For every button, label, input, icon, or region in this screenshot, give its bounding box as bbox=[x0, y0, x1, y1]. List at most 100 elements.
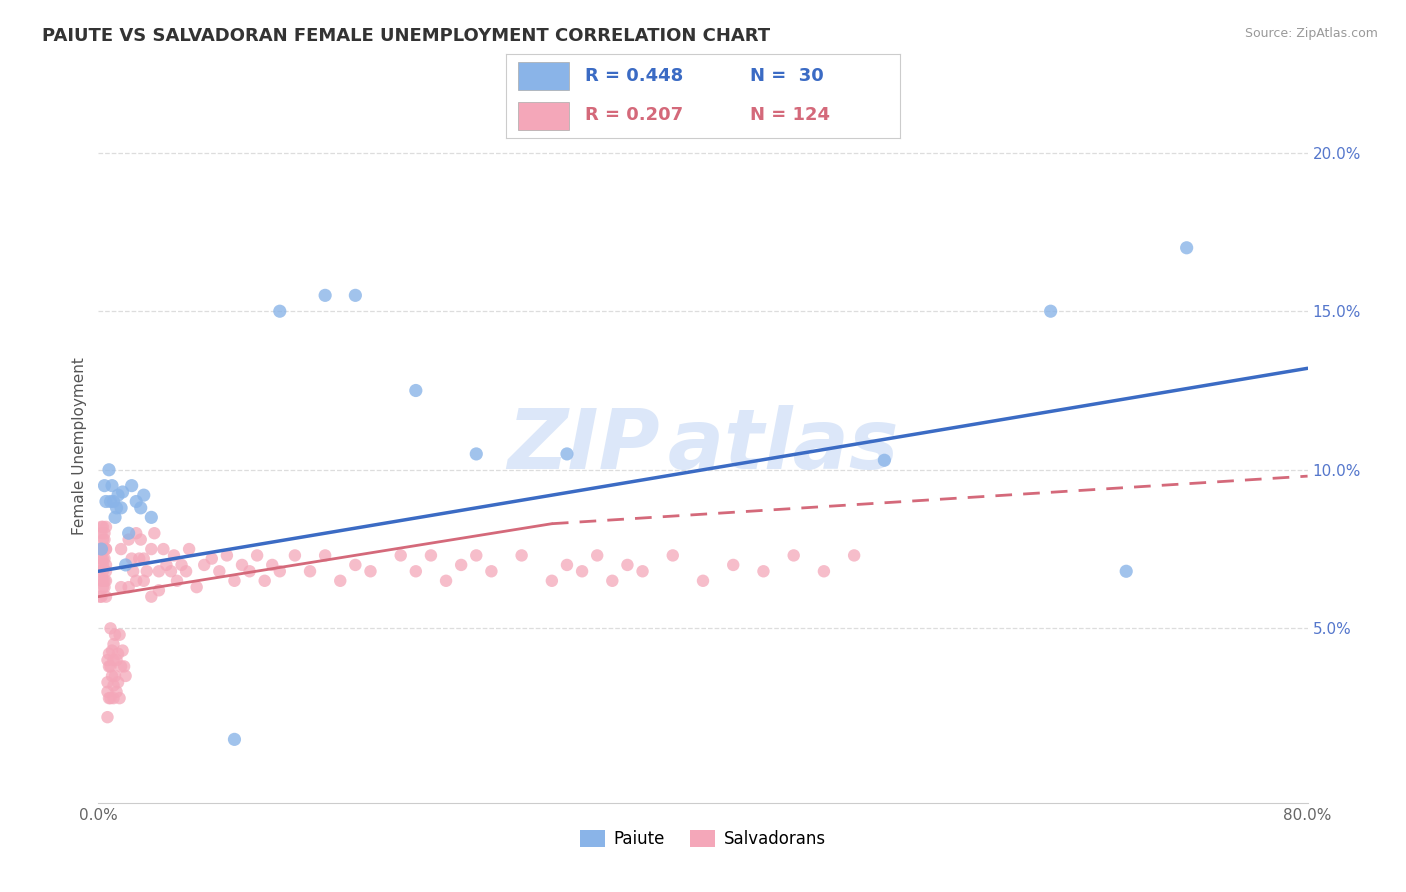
Text: R = 0.207: R = 0.207 bbox=[585, 106, 683, 124]
Point bbox=[89, 564, 111, 578]
Point bbox=[89, 542, 111, 557]
Point bbox=[94, 494, 117, 508]
Point bbox=[93, 533, 115, 547]
Point bbox=[103, 691, 125, 706]
Point bbox=[723, 558, 745, 572]
Point bbox=[96, 675, 118, 690]
FancyBboxPatch shape bbox=[517, 102, 569, 130]
Point bbox=[104, 669, 127, 683]
Point bbox=[344, 558, 367, 572]
Point bbox=[94, 520, 117, 534]
Point bbox=[405, 384, 427, 398]
Point bbox=[118, 580, 141, 594]
Text: PAIUTE VS SALVADORAN FEMALE UNEMPLOYMENT CORRELATION CHART: PAIUTE VS SALVADORAN FEMALE UNEMPLOYMENT… bbox=[42, 27, 770, 45]
Point bbox=[111, 643, 134, 657]
Point bbox=[201, 551, 224, 566]
Point bbox=[93, 574, 115, 588]
Point bbox=[481, 564, 503, 578]
Point bbox=[143, 526, 166, 541]
Point bbox=[141, 590, 163, 604]
Point bbox=[110, 542, 132, 557]
Point bbox=[132, 551, 155, 566]
Text: R = 0.448: R = 0.448 bbox=[585, 68, 683, 86]
Point bbox=[93, 526, 115, 541]
Point bbox=[555, 447, 578, 461]
Point bbox=[540, 574, 562, 588]
Point bbox=[586, 549, 609, 563]
Point bbox=[103, 494, 125, 508]
Point bbox=[112, 659, 135, 673]
Point bbox=[114, 558, 136, 572]
Point bbox=[91, 580, 114, 594]
Point bbox=[98, 659, 121, 673]
Point bbox=[122, 564, 145, 578]
Point bbox=[1039, 304, 1062, 318]
Point bbox=[132, 574, 155, 588]
Point bbox=[125, 574, 148, 588]
Point bbox=[110, 580, 132, 594]
Point bbox=[208, 564, 231, 578]
Point bbox=[90, 590, 112, 604]
Point bbox=[114, 669, 136, 683]
Point bbox=[110, 500, 132, 515]
Point bbox=[253, 574, 276, 588]
Point bbox=[450, 558, 472, 572]
Point bbox=[103, 653, 125, 667]
Point bbox=[94, 564, 117, 578]
FancyBboxPatch shape bbox=[517, 62, 569, 90]
Point bbox=[93, 551, 115, 566]
Point bbox=[844, 549, 866, 563]
Point bbox=[98, 647, 121, 661]
Point bbox=[163, 549, 186, 563]
Point bbox=[420, 549, 443, 563]
Point bbox=[752, 564, 775, 578]
Point bbox=[91, 551, 114, 566]
Point bbox=[105, 685, 128, 699]
Point bbox=[100, 621, 122, 635]
Point bbox=[692, 574, 714, 588]
Point bbox=[111, 485, 134, 500]
Point bbox=[105, 653, 128, 667]
Point bbox=[101, 478, 124, 492]
Y-axis label: Female Unemployment: Female Unemployment bbox=[72, 357, 87, 535]
Point bbox=[314, 549, 336, 563]
Point bbox=[90, 558, 112, 572]
Point bbox=[135, 564, 157, 578]
Point bbox=[98, 463, 121, 477]
Point bbox=[91, 542, 114, 557]
Point bbox=[110, 659, 132, 673]
Point bbox=[121, 551, 143, 566]
Text: Source: ZipAtlas.com: Source: ZipAtlas.com bbox=[1244, 27, 1378, 40]
Point bbox=[434, 574, 457, 588]
Point bbox=[141, 542, 163, 557]
Point bbox=[166, 574, 188, 588]
Point bbox=[91, 564, 114, 578]
Point bbox=[224, 732, 246, 747]
Point bbox=[107, 675, 129, 690]
Point bbox=[91, 533, 114, 547]
Point bbox=[555, 558, 578, 572]
Point bbox=[224, 574, 246, 588]
Point bbox=[94, 558, 117, 572]
Point bbox=[148, 564, 170, 578]
Point bbox=[94, 542, 117, 557]
Point bbox=[284, 549, 307, 563]
Point bbox=[118, 533, 141, 547]
Point bbox=[125, 526, 148, 541]
Point bbox=[186, 580, 208, 594]
Point bbox=[299, 564, 322, 578]
Point bbox=[103, 637, 125, 651]
Text: N =  30: N = 30 bbox=[751, 68, 824, 86]
Point bbox=[239, 564, 262, 578]
Point bbox=[1115, 564, 1137, 578]
Point bbox=[571, 564, 593, 578]
Point bbox=[160, 564, 183, 578]
Point bbox=[118, 526, 141, 541]
Point bbox=[170, 558, 193, 572]
Point bbox=[90, 520, 112, 534]
Point bbox=[262, 558, 284, 572]
Point bbox=[104, 510, 127, 524]
Point bbox=[510, 549, 533, 563]
Point bbox=[314, 288, 336, 302]
Point bbox=[783, 549, 806, 563]
